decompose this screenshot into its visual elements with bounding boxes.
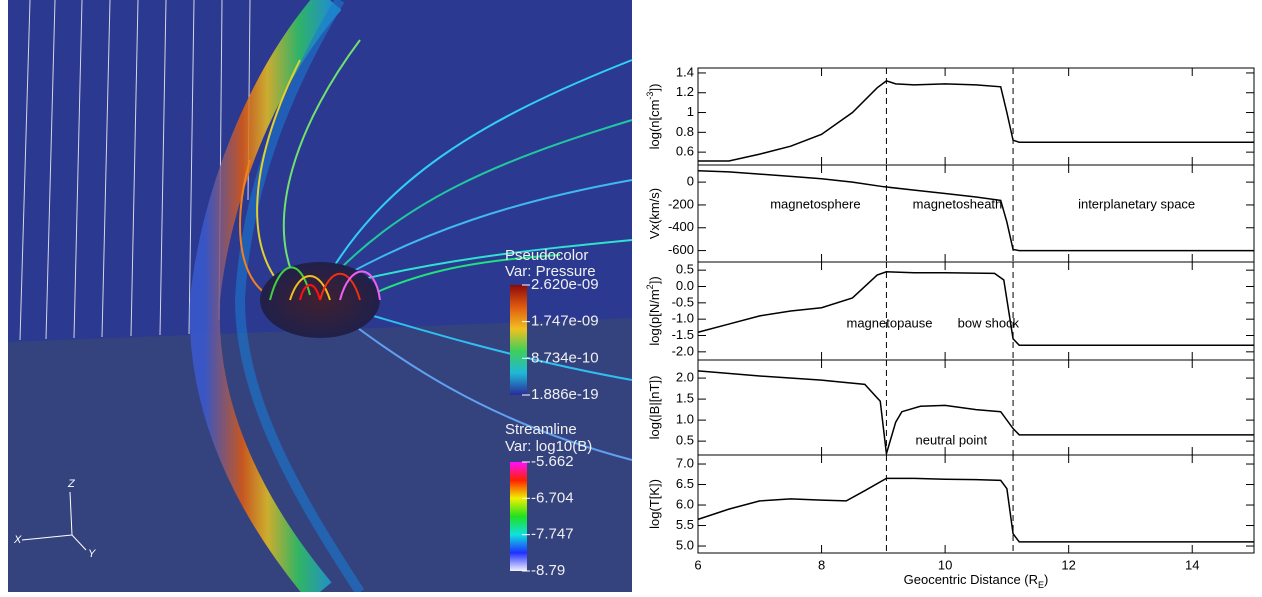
colorbar-label: 2.620e-09 xyxy=(531,276,599,293)
legend-title: Pseudocolor xyxy=(505,247,588,264)
axis-triad: Z X Y xyxy=(13,478,96,560)
y-tick-label: 6.5 xyxy=(676,476,694,491)
annotation: magnetosphere xyxy=(770,196,860,211)
x-label-part: E xyxy=(1038,580,1044,590)
annotation: magnetopause xyxy=(847,316,933,331)
y-label-part: log(T[K]) xyxy=(647,479,662,529)
y-tick-label: -600 xyxy=(668,242,694,257)
x-tick-label: 10 xyxy=(938,557,952,572)
y-tick-label: 0.8 xyxy=(676,124,694,139)
legend-var: Var: log10(B) xyxy=(505,438,592,455)
y-tick-label: 0.0 xyxy=(676,278,694,293)
x-axis-label: Geocentric Distance (RE) xyxy=(904,572,1049,590)
y-tick-label: 1.0 xyxy=(676,412,694,427)
data-line xyxy=(697,271,1254,347)
y-tick-label: -1.0 xyxy=(672,311,694,326)
y-label-part: log(n[cm xyxy=(647,100,662,150)
annotation: bow shock xyxy=(958,316,1020,331)
colorbar-label: -6.704 xyxy=(531,489,574,506)
y-tick-label: 7.0 xyxy=(676,455,694,470)
y-axis-label: log(n[cm-3]) xyxy=(645,84,662,150)
data-line xyxy=(697,370,1254,454)
y-label-part: log(|B|[nT]) xyxy=(647,376,662,440)
data-line xyxy=(698,80,1254,162)
data-line xyxy=(697,169,1254,252)
y-tick-label: -1.5 xyxy=(672,327,694,342)
y-tick-label: -2.0 xyxy=(672,343,694,358)
colorbar-label: -7.747 xyxy=(531,526,574,543)
panel-frame xyxy=(697,67,1255,166)
colorbar-label: 1.886e-19 xyxy=(531,386,599,403)
viz-plane xyxy=(8,318,632,592)
colorbar-label: -8.79 xyxy=(531,562,565,579)
y-tick-label: 1.4 xyxy=(676,64,694,79)
y-tick-label: 1.5 xyxy=(676,391,694,406)
colorbar xyxy=(510,462,527,571)
colorbar xyxy=(510,285,527,395)
y-tick-label: 1.2 xyxy=(676,84,694,99)
y-axis-label: log(T[K]) xyxy=(647,479,662,529)
y-label-part: ]) xyxy=(647,84,662,92)
y-tick-label: 0 xyxy=(687,174,694,189)
y-label-part: -3 xyxy=(645,92,655,100)
colorbar-label: 8.734e-10 xyxy=(531,349,599,366)
x-tick-label: 12 xyxy=(1061,557,1075,572)
streamlines xyxy=(239,39,633,461)
y-label-part: log(p[N/m xyxy=(647,289,662,345)
y-tick-label: 1 xyxy=(687,104,694,119)
y-tick-label: 6.0 xyxy=(676,496,694,511)
panel-frame xyxy=(697,454,1255,554)
y-tick-label: 0.5 xyxy=(676,262,694,277)
y-tick-label: 2.0 xyxy=(676,370,694,385)
axis-label: X xyxy=(13,534,22,546)
x-tick-label: 8 xyxy=(818,557,825,572)
y-label-part: ]) xyxy=(647,276,662,284)
legend-title: Streamline xyxy=(505,421,577,438)
axis-label: Z xyxy=(67,478,76,490)
axis-label: Y xyxy=(88,548,96,560)
y-axis-label: log(p[N/m2]) xyxy=(645,276,662,345)
colorbar-label: 1.747e-09 xyxy=(531,313,599,330)
visualization: Z X Y Pseudocolor Var: Pressure Streamli… xyxy=(8,0,633,597)
x-tick-label: 6 xyxy=(694,557,701,572)
annotation: neutral point xyxy=(916,433,988,448)
y-tick-label: 0.5 xyxy=(676,433,694,448)
y-axis-label: log(|B|[nT]) xyxy=(647,376,662,440)
y-label-part: Vx(km/s) xyxy=(647,188,662,239)
magnetosheath xyxy=(234,0,365,595)
y-tick-label: -0.5 xyxy=(672,294,694,309)
y-tick-label: 5.0 xyxy=(676,537,694,552)
panel-frame xyxy=(697,164,1255,263)
legend-var: Var: Pressure xyxy=(505,263,596,280)
y-label-part: 2 xyxy=(645,284,655,289)
annotation: interplanetary space xyxy=(1078,196,1195,211)
x-label-part: Geocentric Distance (R xyxy=(904,572,1038,587)
x-tick-label: 14 xyxy=(1185,557,1199,572)
y-tick-label: 5.5 xyxy=(676,517,694,532)
y-axis-label: Vx(km/s) xyxy=(647,188,662,239)
annotation: magnetosheath xyxy=(913,196,1003,211)
data-line xyxy=(697,477,1254,543)
colorbar-label: -5.662 xyxy=(531,453,574,470)
y-tick-label: -400 xyxy=(668,219,694,234)
y-tick-label: 0.6 xyxy=(676,144,694,159)
x-label-part: ) xyxy=(1044,572,1048,587)
y-tick-label: -200 xyxy=(668,196,694,211)
inner-loops xyxy=(269,266,381,301)
bow-shock xyxy=(189,0,342,597)
